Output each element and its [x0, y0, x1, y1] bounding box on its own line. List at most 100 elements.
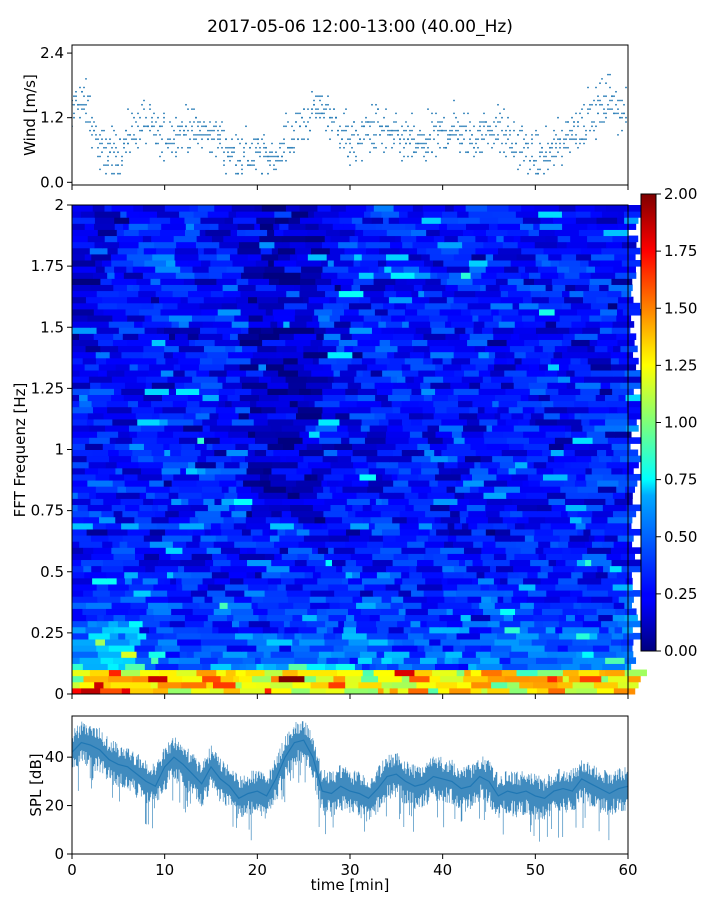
spectrogram-cell	[113, 553, 136, 561]
spectrogram-cell	[331, 651, 346, 658]
spectrogram-cell	[538, 541, 551, 548]
spectrogram-cell	[212, 626, 220, 634]
spectrogram-cell	[405, 315, 430, 322]
spectrogram-cell	[195, 412, 211, 420]
spectrogram-cell	[189, 516, 199, 524]
spectrogram-cell	[354, 229, 364, 237]
spectrogram-cell	[614, 498, 633, 506]
spectrogram-cell	[513, 382, 530, 389]
wind-point	[407, 138, 409, 141]
spectrogram-cell	[215, 296, 237, 304]
spectrogram-cell	[504, 370, 528, 377]
spectrogram-cell	[218, 626, 239, 634]
spectrogram-cell	[221, 528, 243, 536]
spectrogram-cell	[353, 278, 375, 285]
wind-point	[553, 155, 555, 158]
spectrogram-cell	[526, 370, 546, 377]
spectrogram-cell	[72, 449, 94, 457]
spectrogram-cell	[173, 626, 199, 634]
spectrogram-cell	[289, 241, 306, 249]
spectrogram-cell	[372, 339, 381, 347]
wind-point	[375, 103, 377, 106]
spectrogram-cell	[256, 645, 280, 652]
spectrogram-cell	[371, 217, 384, 224]
spectrogram-cell	[337, 272, 360, 279]
spectrogram-cell	[170, 614, 186, 622]
wind-point	[97, 146, 99, 149]
spectrogram-cell	[270, 376, 287, 383]
spectrogram-cell	[368, 266, 380, 273]
spectrogram-cell	[442, 645, 454, 652]
spectrogram-cell	[373, 272, 392, 279]
spectrogram-cell	[316, 284, 336, 292]
spectrogram-cell	[89, 247, 109, 255]
wind-point	[115, 146, 117, 149]
spectrogram-cell	[359, 571, 378, 579]
spectrogram-cell	[98, 370, 108, 377]
spectrogram-cell	[533, 681, 559, 689]
wind-point	[83, 95, 85, 98]
spectrogram-cell	[485, 504, 505, 512]
spectrogram-cell	[284, 302, 308, 310]
spectrogram-cell	[271, 247, 279, 255]
wind-point	[533, 159, 535, 162]
spectrogram-cell	[592, 645, 610, 652]
spectrogram-cell	[125, 614, 141, 622]
spectrogram-cell	[160, 229, 186, 237]
wind-point	[587, 86, 589, 89]
wind-point	[391, 146, 393, 149]
spectrogram-cell	[108, 669, 122, 677]
spectrogram-cell	[72, 266, 97, 273]
spectrogram-cell	[333, 370, 341, 377]
spectrogram-cell	[546, 590, 571, 597]
spectrogram-cell	[226, 357, 252, 365]
colorbar-tick-label: 0.00	[664, 642, 697, 660]
spectrogram-cell	[328, 681, 346, 689]
spectrogram-cell	[468, 211, 494, 218]
spectrogram-cell	[588, 284, 600, 292]
spectrogram-cell	[222, 284, 239, 292]
spectrogram-cell	[120, 596, 147, 603]
spectrogram-cell	[109, 473, 125, 481]
wind-point	[437, 129, 439, 132]
spl-y-axis-label: SPL [dB]	[27, 753, 45, 816]
spectrogram-cell	[103, 681, 112, 689]
wind-point	[127, 108, 129, 110]
wind-point	[291, 125, 293, 128]
wind-point	[331, 121, 333, 123]
spectrogram-cell	[83, 675, 109, 683]
spectrogram-cell	[387, 394, 411, 402]
wind-point	[125, 151, 127, 154]
spectrogram-cell	[495, 351, 507, 359]
spectrogram-cell	[139, 626, 150, 634]
spectrogram-cell	[336, 345, 345, 353]
wind-point	[193, 121, 195, 123]
spectrogram-cell	[397, 687, 409, 695]
wind-point	[257, 138, 259, 141]
spectrogram-cell	[424, 541, 445, 548]
wind-point	[407, 125, 409, 128]
spectrogram-cell	[421, 571, 444, 579]
spectrogram-cell	[296, 345, 304, 353]
spectrogram-cell	[447, 553, 466, 561]
spectrogram-cell	[446, 223, 467, 230]
spectrogram-cell	[235, 669, 247, 677]
spectrogram-cell	[190, 590, 208, 597]
spectrogram-cell	[500, 290, 509, 298]
spectrogram-cell	[472, 559, 484, 567]
wind-point	[577, 125, 579, 128]
spectrogram-cell	[621, 645, 633, 652]
spectrogram-cell	[612, 388, 634, 395]
spectrogram-cell	[545, 516, 571, 524]
spectrogram-cell	[137, 363, 150, 371]
spectrogram-cell	[358, 235, 381, 243]
spectrogram-cell	[309, 687, 327, 695]
spectrogram-cell	[419, 296, 430, 304]
spectrogram-cell	[561, 663, 581, 671]
spectrogram-cell	[624, 657, 637, 664]
spectrogram-cell	[124, 370, 149, 377]
wind-point	[465, 129, 467, 132]
spectrogram-cell	[602, 504, 628, 512]
spectrogram-cell	[515, 363, 530, 371]
spectrogram-cell	[596, 217, 618, 224]
